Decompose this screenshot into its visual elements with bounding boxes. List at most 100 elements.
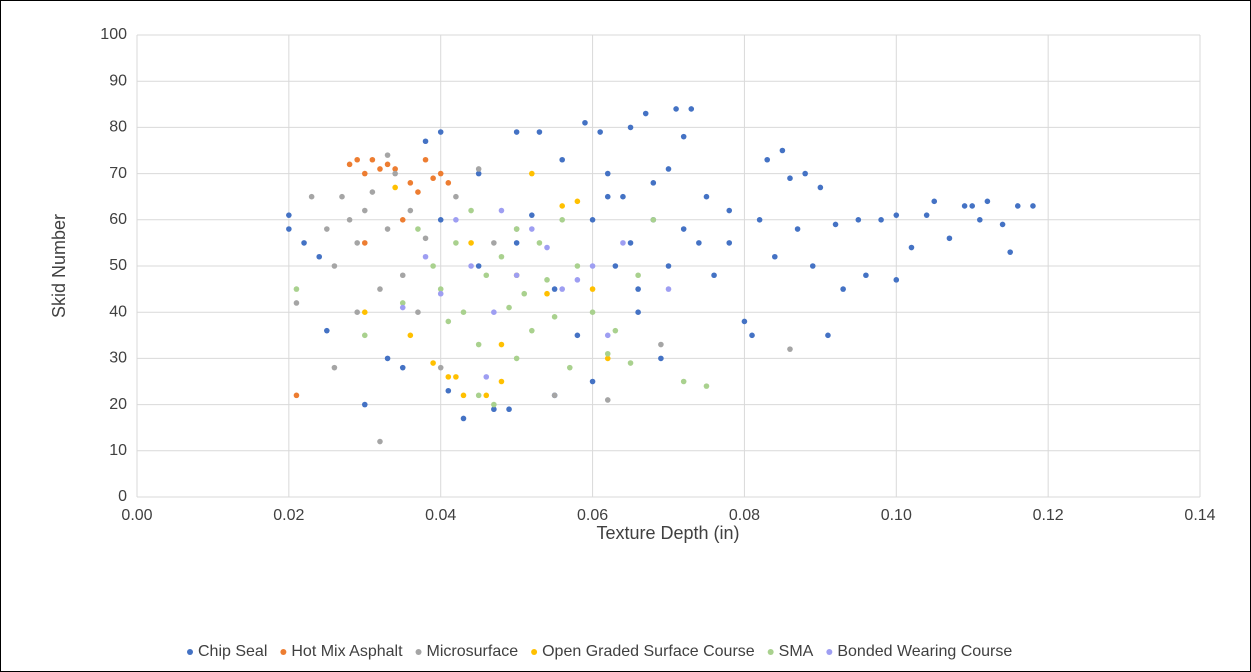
point (863, 272, 869, 279)
point (498, 341, 505, 348)
point (445, 374, 452, 380)
point (787, 346, 793, 352)
x-tick-label: 0.00 (121, 507, 152, 524)
point (559, 217, 565, 223)
point (544, 244, 550, 251)
point (604, 193, 611, 200)
legend-label: Bonded Wearing Course (837, 643, 1012, 660)
point (437, 290, 444, 297)
point (354, 309, 360, 316)
legend-marker (767, 649, 774, 655)
point (498, 378, 505, 385)
point (787, 175, 793, 182)
point (658, 341, 664, 348)
y-tick-label: 90 (109, 72, 127, 89)
y-tick-label: 60 (109, 211, 127, 228)
point (513, 226, 520, 232)
x-tick-label: 0.14 (1184, 507, 1215, 524)
point (772, 253, 778, 260)
point (301, 240, 307, 246)
point (589, 217, 596, 223)
point (399, 304, 406, 311)
point (749, 332, 755, 339)
point (893, 277, 900, 283)
point (506, 304, 512, 311)
point (604, 170, 611, 177)
point (893, 212, 900, 218)
point (415, 226, 421, 232)
point (460, 392, 467, 399)
y-tick-label: 50 (109, 257, 127, 274)
point (437, 170, 444, 177)
point (399, 300, 406, 306)
y-tick-label: 0 (118, 488, 127, 505)
y-tick-label: 10 (109, 442, 127, 459)
point (627, 124, 634, 131)
point (491, 309, 497, 316)
point (286, 212, 292, 218)
point (491, 401, 497, 408)
point (392, 184, 398, 191)
point (673, 106, 679, 112)
point (589, 378, 596, 385)
point (809, 263, 816, 269)
point (931, 198, 938, 205)
point (361, 207, 368, 214)
point (392, 166, 398, 172)
point (377, 166, 383, 172)
x-tick-label: 0.04 (425, 507, 456, 524)
point (832, 221, 839, 228)
point (650, 180, 657, 186)
point (453, 374, 459, 380)
point (627, 360, 634, 366)
point (506, 406, 512, 413)
point (658, 355, 664, 362)
point (1007, 249, 1013, 255)
legend-label: Hot Mix Asphalt (291, 643, 403, 660)
point (399, 364, 406, 371)
point (475, 263, 482, 269)
point (430, 175, 436, 182)
point (703, 193, 710, 200)
point (574, 263, 581, 269)
point (513, 355, 520, 362)
point (802, 170, 808, 177)
point (961, 203, 968, 209)
point (984, 198, 991, 205)
point (582, 119, 588, 126)
point (612, 263, 619, 269)
point (665, 166, 672, 172)
point (999, 221, 1006, 228)
point (529, 226, 535, 232)
x-tick-label: 0.12 (1033, 507, 1064, 524)
point (620, 193, 626, 200)
point (794, 226, 801, 232)
point (946, 235, 953, 242)
point (1014, 203, 1021, 209)
point (612, 327, 619, 334)
x-axis-label: Texture Depth (in) (596, 523, 739, 543)
x-tick-label: 0.10 (881, 507, 912, 524)
point (635, 309, 641, 316)
point (551, 286, 558, 292)
point (468, 240, 474, 246)
y-tick-label: 20 (109, 396, 127, 413)
point (361, 401, 368, 408)
point (604, 355, 611, 362)
point (696, 240, 702, 246)
point (460, 309, 467, 316)
x-tick-label: 0.06 (577, 507, 608, 524)
point (324, 226, 330, 232)
point (361, 332, 368, 339)
point (468, 263, 474, 269)
point (529, 170, 535, 177)
point (756, 217, 763, 223)
point (589, 286, 596, 292)
point (286, 226, 292, 232)
point (878, 217, 884, 223)
point (635, 272, 641, 279)
legend-marker (187, 649, 193, 655)
point (513, 272, 520, 279)
